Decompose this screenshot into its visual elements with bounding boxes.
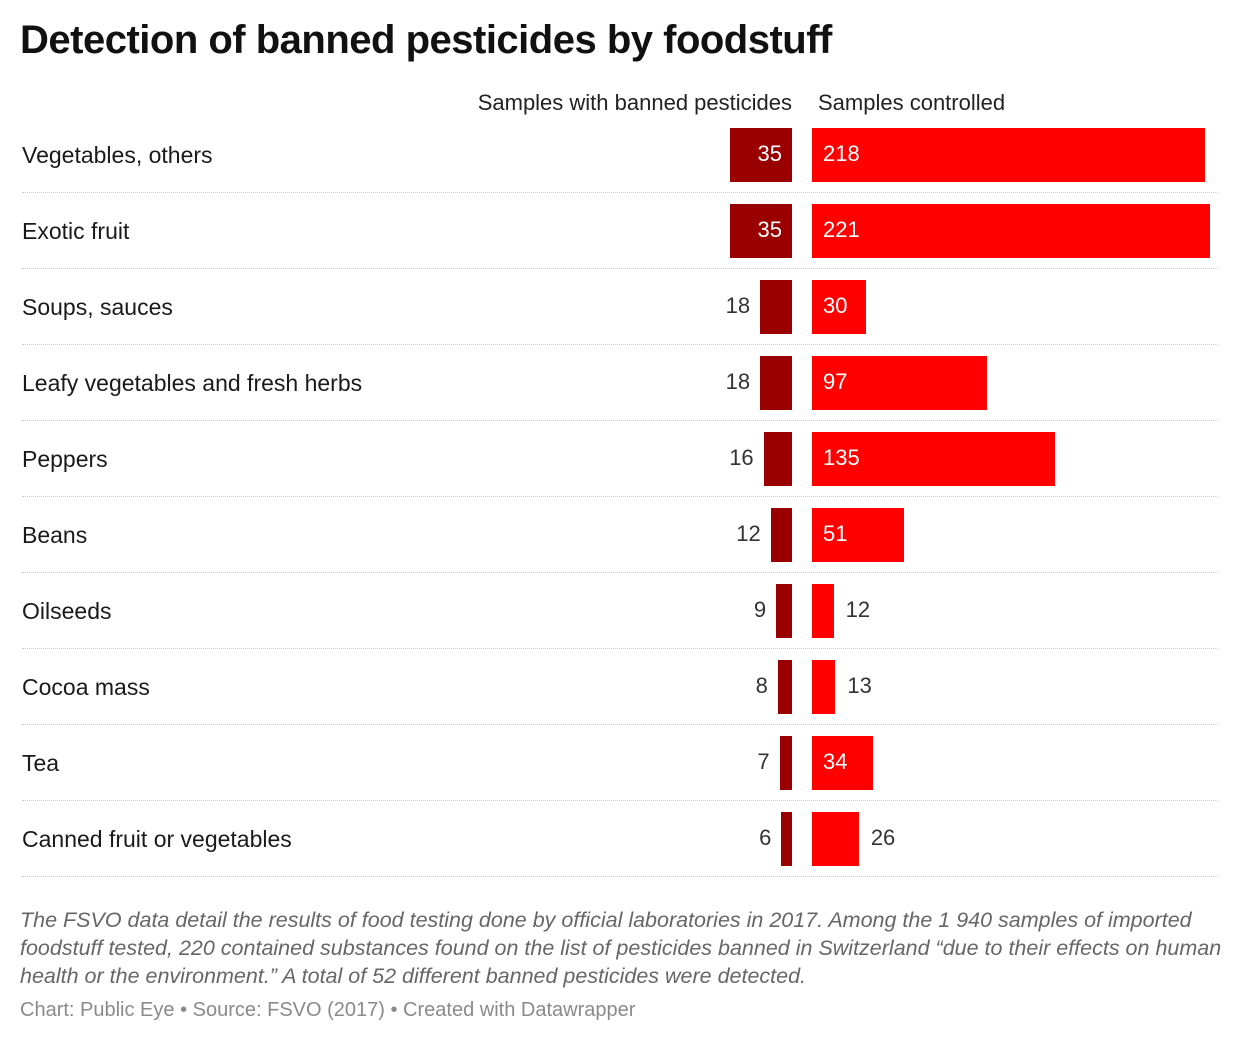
category-label: Peppers — [22, 446, 108, 472]
bar-banned — [730, 128, 792, 182]
bar-banned — [781, 812, 792, 866]
value-label-banned: 18 — [725, 293, 751, 318]
value-label-controlled: 13 — [847, 673, 872, 698]
category-label: Oilseeds — [22, 598, 112, 624]
header-banned: Samples with banned pesticides — [477, 90, 792, 115]
value-label-banned: 35 — [757, 217, 782, 242]
table-row: Leafy vegetables and fresh herbs — [22, 345, 1218, 421]
bar-banned — [770, 508, 792, 562]
category-label: Canned fruit or vegetables — [22, 826, 292, 852]
bar-controlled — [812, 356, 987, 410]
table-row: Cocoa mass — [22, 649, 1218, 725]
value-label-banned: 7 — [757, 749, 770, 774]
table-row: Canned fruit or vegetables — [22, 801, 1218, 877]
bar-banned — [763, 432, 792, 486]
value-label-banned: 35 — [757, 141, 782, 166]
value-label-banned: 8 — [755, 673, 768, 698]
value-label-controlled: 97 — [823, 369, 848, 394]
value-label-controlled: 30 — [823, 293, 848, 318]
value-label-banned: 9 — [753, 597, 767, 622]
value-label-banned: 12 — [736, 521, 761, 546]
bar-controlled — [812, 432, 1056, 486]
bar-banned — [779, 736, 792, 790]
value-label-banned: 16 — [729, 445, 754, 470]
category-label: Soups, sauces — [22, 294, 173, 320]
bar-controlled — [812, 204, 1210, 258]
chart-title: Detection of banned pesticides by foodst… — [20, 18, 832, 62]
bar-controlled — [812, 812, 859, 866]
category-label: Vegetables, others — [22, 142, 213, 168]
bar-controlled — [812, 128, 1205, 182]
bar-banned — [730, 204, 792, 258]
category-label: Exotic fruit — [22, 218, 130, 244]
category-label: Beans — [22, 522, 88, 548]
table-row: Beans — [22, 497, 1218, 573]
chart-credits: Chart: Public Eye • Source: FSVO (2017) … — [20, 999, 636, 1021]
bar-controlled — [812, 508, 904, 562]
value-label-controlled: 218 — [823, 141, 860, 166]
bar-banned — [760, 280, 792, 334]
value-label-controlled: 135 — [823, 445, 860, 470]
value-label-controlled: 12 — [845, 597, 871, 622]
category-label: Tea — [22, 750, 60, 776]
bar-banned — [776, 584, 792, 638]
table-row: Peppers — [22, 421, 1218, 497]
bar-controlled — [812, 280, 867, 334]
bar-banned — [760, 356, 792, 410]
bar-banned — [777, 660, 792, 714]
category-label: Cocoa mass — [22, 674, 150, 700]
header-controlled: Samples controlled — [818, 90, 1006, 115]
table-row: Vegetables, others — [22, 117, 1218, 193]
table-row: Oilseeds — [22, 573, 1218, 649]
value-label-banned: 6 — [759, 825, 772, 850]
bar-controlled — [812, 584, 834, 638]
value-label-controlled: 26 — [870, 825, 896, 850]
table-row: Tea — [22, 725, 1218, 801]
value-label-controlled: 221 — [823, 217, 860, 242]
table-row: Exotic fruit — [22, 193, 1218, 269]
bar-controlled — [812, 660, 836, 714]
value-label-banned: 18 — [725, 369, 751, 394]
category-label: Leafy vegetables and fresh herbs — [22, 370, 363, 396]
chart-note: The FSVO data detail the results of food… — [20, 908, 1222, 988]
bar-controlled — [812, 736, 874, 790]
value-label-controlled: 34 — [823, 749, 848, 774]
value-label-controlled: 51 — [823, 521, 848, 546]
table-row: Soups, sauces — [22, 269, 1218, 345]
